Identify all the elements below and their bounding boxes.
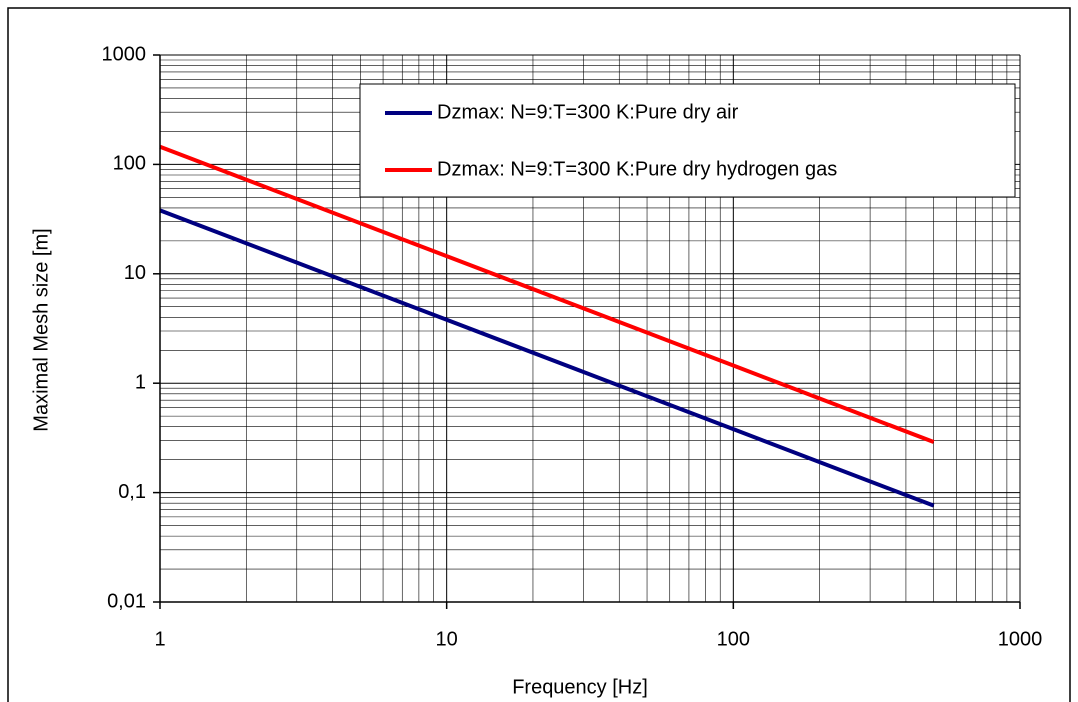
series-line (159, 144, 935, 444)
plot (159, 144, 935, 508)
x-axis-title: Frequency [Hz] (512, 676, 648, 698)
y-tick-label: 1000 (102, 43, 147, 65)
x-tick-label: 1000 (998, 628, 1043, 650)
x-tick-label: 1 (154, 628, 165, 650)
y-axis-title: Maximal Mesh size [m] (30, 228, 52, 431)
y-tick-label: 100 (113, 153, 146, 175)
y-tick-label: 1 (135, 371, 146, 393)
legend-box (359, 83, 1016, 198)
legend-label: Dzmax: N=9:T=300 K:Pure dry air (437, 101, 739, 123)
x-tick-label: 100 (717, 628, 750, 650)
y-tick-label: 0,01 (107, 590, 146, 612)
legend-label: Dzmax: N=9:T=300 K:Pure dry hydrogen gas (437, 158, 837, 180)
y-tick-label: 0,1 (118, 481, 146, 503)
x-tick-label: 10 (436, 628, 458, 650)
series-line (159, 208, 935, 508)
y-tick-label: 10 (124, 262, 146, 284)
